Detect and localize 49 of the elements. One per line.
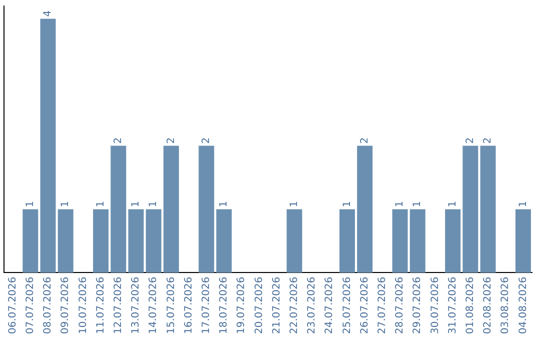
- data-label: 1: [447, 200, 458, 208]
- x-tick-label: 11.07.2026: [95, 276, 106, 334]
- x-tick-label: 01.08.2026: [464, 276, 476, 334]
- data-label: 2: [200, 137, 212, 144]
- data-label: 2: [359, 137, 370, 144]
- data-label: 2: [166, 137, 177, 144]
- x-tick-label: 12.07.2026: [112, 276, 124, 334]
- x-tick-label: 16.07.2026: [183, 276, 194, 334]
- data-label: 1: [412, 200, 424, 208]
- x-tick-label: 28.07.2026: [394, 276, 406, 334]
- x-tick-label: 15.07.2026: [166, 276, 177, 334]
- data-label: 1: [95, 200, 106, 208]
- data-label: 2: [464, 137, 476, 144]
- x-tick-label: 02.08.2026: [482, 276, 494, 334]
- x-tick-label: 27.07.2026: [376, 276, 388, 334]
- x-tick-label: 07.07.2026: [24, 276, 36, 334]
- x-tick-label: 20.07.2026: [254, 276, 265, 334]
- x-tick-label: 31.07.2026: [447, 276, 458, 334]
- x-tick-label: 10.07.2026: [78, 276, 89, 334]
- x-tick-label: 30.07.2026: [430, 276, 441, 334]
- data-label: 1: [218, 200, 230, 208]
- x-tick-label: 29.07.2026: [412, 276, 424, 334]
- x-tick-label: 26.07.2026: [359, 276, 370, 334]
- x-tick-label: 25.07.2026: [342, 276, 353, 334]
- data-label: 1: [518, 200, 529, 208]
- x-tick-label: 14.07.2026: [148, 276, 160, 334]
- x-tick-label: 17.07.2026: [200, 276, 212, 334]
- x-tick-label: 06.07.2026: [7, 276, 18, 334]
- x-tick-label: 08.07.2026: [42, 276, 54, 334]
- x-tick-label: 23.07.2026: [306, 276, 318, 334]
- x-tick-label: 21.07.2026: [271, 276, 282, 334]
- data-label: 4: [42, 10, 54, 17]
- x-tick-label: 24.07.2026: [324, 276, 336, 334]
- data-label: 1: [342, 200, 353, 208]
- data-label: 1: [288, 200, 300, 208]
- data-label: 1: [24, 200, 36, 208]
- data-label: 2: [482, 137, 494, 144]
- x-tick-label: 04.08.2026: [518, 276, 529, 334]
- x-tick-label: 03.08.2026: [500, 276, 512, 334]
- x-tick-label: 18.07.2026: [218, 276, 230, 334]
- data-label: 1: [394, 200, 406, 208]
- x-tick-label: 09.07.2026: [60, 276, 72, 334]
- x-tick-label: 19.07.2026: [236, 276, 248, 334]
- data-label: 2: [112, 137, 124, 144]
- data-label: 1: [130, 200, 142, 208]
- x-tick-label: 22.07.2026: [288, 276, 300, 334]
- data-label: 1: [60, 200, 72, 208]
- x-tick-label: 13.07.2026: [130, 276, 142, 334]
- data-label: 1: [148, 200, 160, 208]
